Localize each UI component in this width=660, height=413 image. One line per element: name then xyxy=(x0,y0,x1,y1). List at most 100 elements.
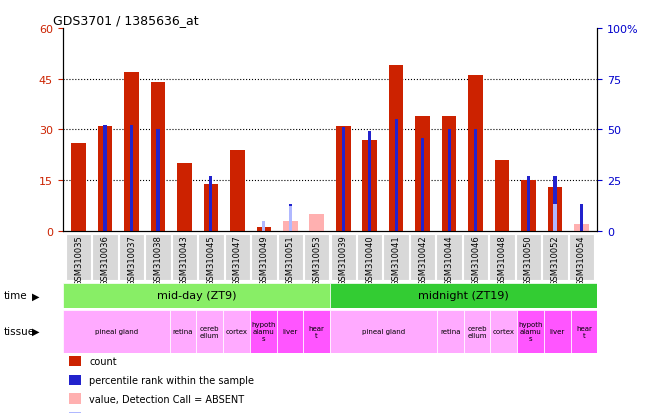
Bar xyxy=(257,228,271,231)
Text: GSM310049: GSM310049 xyxy=(259,235,269,285)
Text: GSM310044: GSM310044 xyxy=(445,235,453,285)
Text: tissue: tissue xyxy=(3,326,34,337)
Text: cortex: cortex xyxy=(493,328,515,335)
Text: count: count xyxy=(89,356,117,366)
Bar xyxy=(170,310,197,353)
Bar xyxy=(71,144,86,231)
Bar xyxy=(383,234,409,280)
Bar xyxy=(66,234,91,280)
Text: GSM310054: GSM310054 xyxy=(577,235,586,285)
Text: time: time xyxy=(3,291,27,301)
Text: GSM310046: GSM310046 xyxy=(471,235,480,285)
Bar xyxy=(463,310,490,353)
Bar xyxy=(251,234,277,280)
Bar xyxy=(278,234,303,280)
Bar xyxy=(310,214,324,231)
Bar xyxy=(304,310,330,353)
Bar xyxy=(442,116,456,231)
Bar xyxy=(198,234,224,280)
Text: hear
t: hear t xyxy=(309,325,325,338)
Bar xyxy=(230,150,245,231)
Bar xyxy=(92,234,117,280)
Bar xyxy=(288,207,292,231)
Bar xyxy=(548,188,562,231)
Bar xyxy=(156,130,160,231)
Bar xyxy=(574,225,589,231)
Text: rank, Detection Call = ABSENT: rank, Detection Call = ABSENT xyxy=(89,412,240,413)
Bar xyxy=(197,310,223,353)
Bar xyxy=(517,310,544,353)
Text: value, Detection Call = ABSENT: value, Detection Call = ABSENT xyxy=(89,394,244,404)
Bar xyxy=(569,234,594,280)
Text: retina: retina xyxy=(173,328,193,335)
Bar xyxy=(469,76,483,231)
Bar xyxy=(336,127,350,231)
Bar xyxy=(570,310,597,353)
Text: GSM310039: GSM310039 xyxy=(339,235,348,285)
Bar xyxy=(368,132,372,231)
Bar xyxy=(447,130,451,231)
Bar xyxy=(342,128,345,231)
Text: ▶: ▶ xyxy=(32,326,39,337)
Bar xyxy=(277,310,304,353)
Bar xyxy=(436,234,462,280)
Text: cereb
ellum: cereb ellum xyxy=(467,325,487,338)
Bar xyxy=(543,234,568,280)
Text: GSM310038: GSM310038 xyxy=(154,235,162,285)
Bar xyxy=(521,181,536,231)
Bar xyxy=(304,234,329,280)
Bar xyxy=(415,116,430,231)
Bar xyxy=(223,310,250,353)
Text: cereb
ellum: cereb ellum xyxy=(200,325,220,338)
Bar xyxy=(130,126,133,231)
Text: ▶: ▶ xyxy=(32,291,39,301)
Bar xyxy=(474,130,477,231)
Bar xyxy=(544,310,571,353)
Bar xyxy=(490,310,517,353)
Bar xyxy=(150,83,165,231)
Bar xyxy=(98,127,112,231)
Bar xyxy=(145,234,171,280)
Bar xyxy=(410,234,436,280)
Text: GSM310035: GSM310035 xyxy=(74,235,83,285)
Bar xyxy=(63,310,170,353)
Bar xyxy=(362,140,377,231)
Bar xyxy=(172,234,197,280)
Bar xyxy=(553,205,556,231)
Bar xyxy=(124,73,139,231)
Bar xyxy=(463,234,488,280)
Bar xyxy=(330,283,597,309)
Bar xyxy=(224,234,250,280)
Bar xyxy=(527,177,530,231)
Bar xyxy=(421,138,424,231)
Bar xyxy=(283,221,298,231)
Bar xyxy=(288,205,292,231)
Text: GSM310045: GSM310045 xyxy=(207,235,215,285)
Text: hypoth
alamu
s: hypoth alamu s xyxy=(518,321,543,342)
Text: GSM310051: GSM310051 xyxy=(286,235,295,285)
Bar xyxy=(389,66,403,231)
Bar xyxy=(580,205,583,231)
Bar xyxy=(209,177,213,231)
Text: hypoth
alamu
s: hypoth alamu s xyxy=(251,321,275,342)
Bar xyxy=(489,234,515,280)
Bar xyxy=(249,310,277,353)
Text: liver: liver xyxy=(282,328,298,335)
Bar xyxy=(119,234,145,280)
Text: GSM310036: GSM310036 xyxy=(100,235,110,285)
Bar xyxy=(262,221,265,231)
Text: midnight (ZT19): midnight (ZT19) xyxy=(418,291,509,301)
Text: mid-day (ZT9): mid-day (ZT9) xyxy=(156,291,236,301)
Bar xyxy=(515,234,541,280)
Bar xyxy=(553,177,556,231)
Text: cortex: cortex xyxy=(226,328,248,335)
Bar xyxy=(204,184,218,231)
Bar xyxy=(330,310,437,353)
Text: retina: retina xyxy=(440,328,461,335)
Bar xyxy=(395,120,398,231)
Bar xyxy=(63,283,330,309)
Text: pineal gland: pineal gland xyxy=(94,328,138,335)
Text: hear
t: hear t xyxy=(576,325,592,338)
Bar xyxy=(331,234,356,280)
Text: GSM310043: GSM310043 xyxy=(180,235,189,285)
